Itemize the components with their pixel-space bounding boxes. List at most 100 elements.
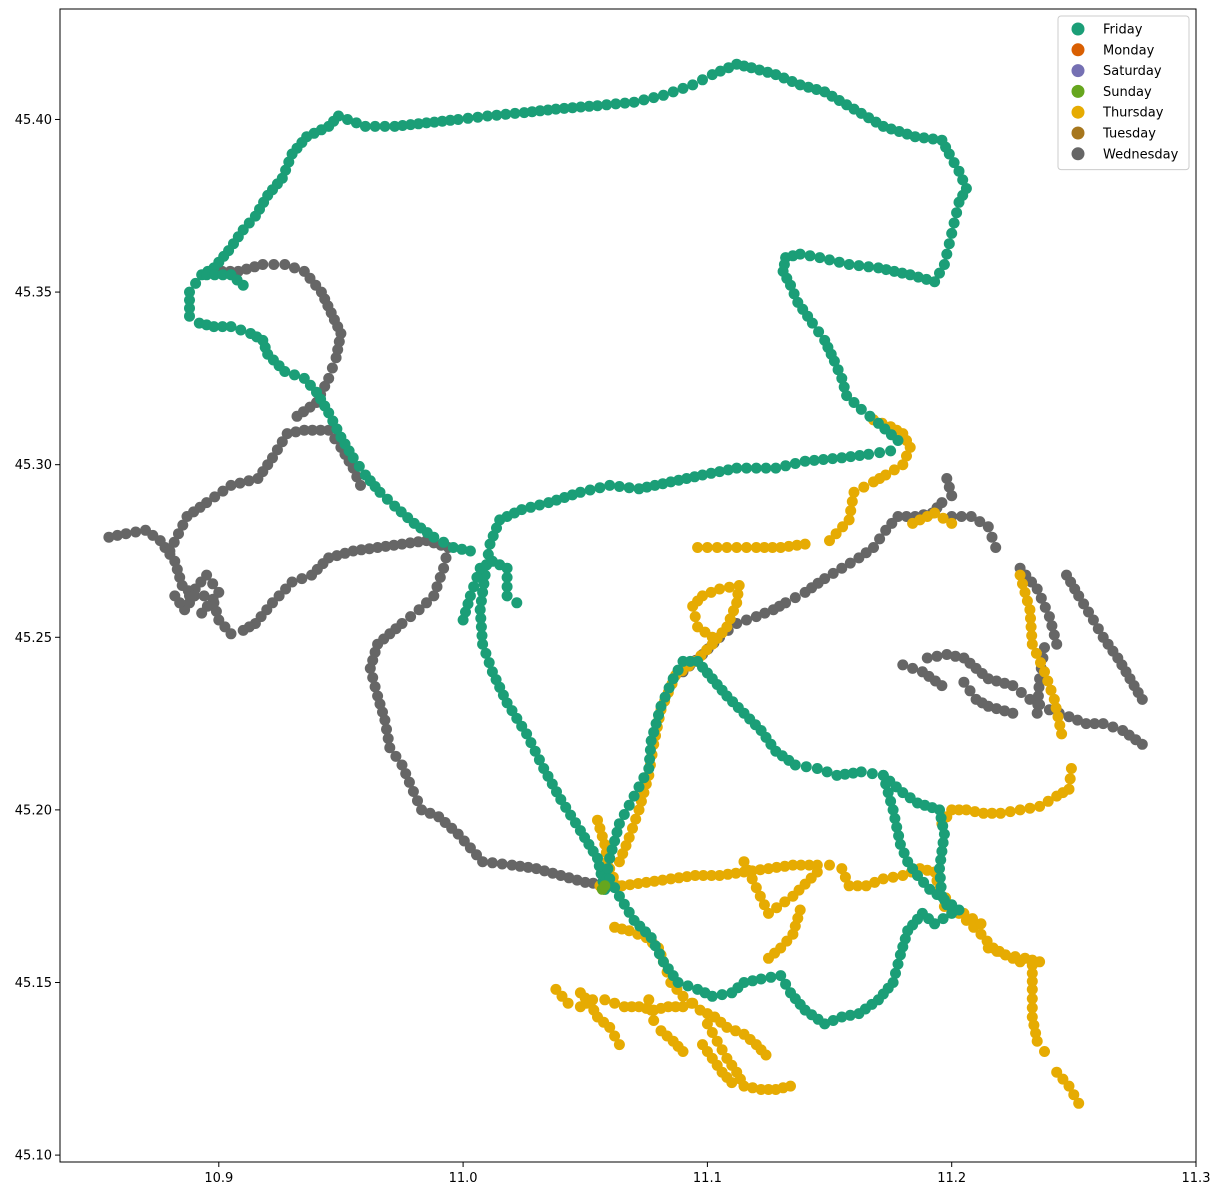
- point-friday: [786, 76, 798, 87]
- point-wednesday: [1063, 711, 1075, 723]
- point-friday: [957, 174, 969, 186]
- point-friday: [184, 310, 195, 322]
- point-friday: [534, 499, 546, 511]
- point-thursday: [824, 859, 835, 871]
- point-friday: [697, 469, 708, 481]
- point-friday: [610, 98, 622, 110]
- point-friday: [323, 407, 335, 419]
- point-friday: [800, 761, 812, 773]
- point-friday: [369, 120, 381, 132]
- point-friday: [342, 114, 353, 125]
- point-friday: [604, 852, 616, 864]
- point-friday: [501, 571, 513, 583]
- point-friday: [716, 989, 728, 1001]
- point-wednesday: [306, 424, 318, 436]
- point-thursday: [1052, 711, 1064, 723]
- point-wednesday: [1083, 606, 1094, 618]
- point-friday: [208, 321, 220, 333]
- point-wednesday: [946, 490, 958, 502]
- point-thursday: [630, 813, 642, 825]
- point-friday: [638, 94, 650, 106]
- point-friday: [474, 604, 486, 616]
- point-friday: [482, 110, 493, 122]
- point-wednesday: [964, 685, 976, 697]
- point-friday: [672, 664, 684, 676]
- point-wednesday: [1078, 598, 1090, 610]
- point-wednesday: [210, 605, 222, 617]
- point-thursday: [982, 942, 994, 954]
- point-friday: [428, 116, 440, 128]
- point-wednesday: [836, 562, 848, 574]
- point-wednesday: [403, 776, 415, 788]
- point-friday: [447, 542, 459, 553]
- point-friday: [821, 766, 833, 778]
- point-thursday: [689, 611, 701, 623]
- point-friday: [936, 134, 948, 146]
- point-wednesday: [1072, 714, 1083, 726]
- point-thursday: [692, 542, 704, 553]
- point-friday: [927, 133, 939, 145]
- point-wednesday: [363, 543, 375, 555]
- point-friday: [516, 504, 528, 516]
- point-friday: [558, 102, 570, 114]
- point-wednesday: [433, 811, 445, 823]
- point-friday: [235, 324, 247, 336]
- point-friday: [655, 700, 667, 712]
- point-thursday: [747, 1082, 759, 1094]
- legend-label-sunday: Sunday: [1103, 85, 1152, 100]
- point-friday: [644, 744, 656, 756]
- point-thursday: [897, 870, 909, 881]
- legend-label-wednesday: Wednesday: [1103, 147, 1179, 162]
- point-wednesday: [1043, 611, 1055, 623]
- point-friday: [491, 109, 503, 121]
- point-friday: [667, 673, 679, 685]
- point-friday: [936, 845, 948, 857]
- point-thursday: [750, 542, 762, 553]
- point-wednesday: [276, 436, 288, 448]
- point-friday: [894, 949, 906, 961]
- point-thursday: [1054, 719, 1066, 731]
- point-friday: [885, 795, 897, 807]
- point-wednesday: [267, 452, 278, 464]
- point-thursday: [730, 867, 742, 879]
- point-wednesday: [111, 529, 123, 541]
- point-friday: [611, 826, 623, 838]
- point-wednesday: [273, 590, 285, 602]
- point-wednesday: [827, 567, 839, 579]
- point-thursday: [986, 807, 998, 819]
- point-friday: [794, 248, 806, 260]
- point-wednesday: [207, 578, 219, 590]
- legend-frame: [1057, 15, 1190, 171]
- point-friday: [444, 114, 456, 126]
- y-tick-label: 45.30: [15, 458, 52, 473]
- point-thursday: [763, 907, 774, 919]
- legend-label-tuesday: Tuesday: [1102, 127, 1156, 142]
- point-friday: [687, 79, 699, 91]
- point-thursday: [760, 1049, 772, 1061]
- point-wednesday: [396, 759, 408, 771]
- point-wednesday: [819, 573, 831, 585]
- point-thursday: [706, 870, 717, 881]
- point-friday: [542, 104, 554, 116]
- point-thursday: [673, 872, 685, 884]
- point-wednesday: [382, 733, 394, 744]
- point-thursday: [623, 832, 635, 843]
- point-wednesday: [234, 477, 246, 489]
- point-thursday: [1026, 967, 1038, 979]
- point-friday: [350, 117, 362, 129]
- point-wednesday: [486, 857, 498, 869]
- points-layer: [103, 58, 1148, 1109]
- point-wednesday: [290, 426, 302, 438]
- point-thursday: [837, 521, 849, 533]
- point-thursday: [845, 505, 857, 517]
- point-thursday: [803, 859, 815, 871]
- point-thursday: [946, 517, 958, 529]
- point-thursday: [969, 806, 981, 818]
- point-friday: [872, 417, 884, 429]
- point-friday: [501, 581, 513, 593]
- point-wednesday: [874, 533, 886, 545]
- point-wednesday: [986, 531, 998, 543]
- point-thursday: [657, 874, 669, 886]
- point-wednesday: [949, 650, 961, 662]
- point-friday: [844, 1009, 856, 1021]
